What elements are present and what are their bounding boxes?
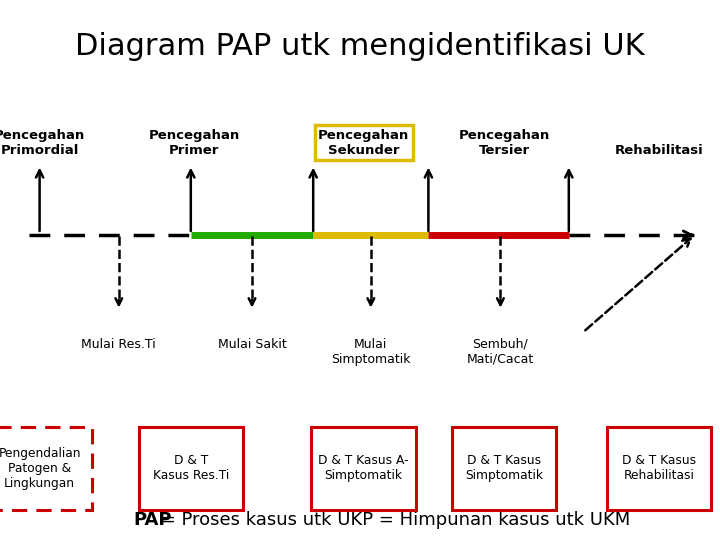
Text: Diagram PAP utk mengidentifikasi UK: Diagram PAP utk mengidentifikasi UK: [75, 32, 645, 62]
Text: Sembuh/
Mati/Cacat: Sembuh/ Mati/Cacat: [467, 338, 534, 366]
Text: Pencegahan
Primordial: Pencegahan Primordial: [0, 129, 85, 157]
Text: D & T Kasus A-
Simptomatik: D & T Kasus A- Simptomatik: [318, 455, 409, 482]
FancyBboxPatch shape: [0, 427, 92, 510]
FancyBboxPatch shape: [311, 427, 416, 510]
Text: Mulai
Simptomatik: Mulai Simptomatik: [331, 338, 410, 366]
Text: = Proses kasus utk UKP = Himpunan kasus utk UKM: = Proses kasus utk UKP = Himpunan kasus …: [155, 511, 630, 529]
FancyBboxPatch shape: [138, 427, 243, 510]
Text: Pencegahan
Primer: Pencegahan Primer: [149, 129, 240, 157]
Text: PAP: PAP: [133, 511, 171, 529]
Text: Mulai Sakit: Mulai Sakit: [217, 338, 287, 350]
Text: Pencegahan
Tersier: Pencegahan Tersier: [459, 129, 549, 157]
Text: D & T Kasus
Simptomatik: D & T Kasus Simptomatik: [465, 455, 543, 482]
FancyBboxPatch shape: [606, 427, 711, 510]
Text: Pencegahan
Sekunder: Pencegahan Sekunder: [318, 129, 409, 157]
Text: Pengendalian
Patogen &
Lingkungan: Pengendalian Patogen & Lingkungan: [0, 447, 81, 490]
Text: D & T
Kasus Res.Ti: D & T Kasus Res.Ti: [153, 455, 229, 482]
Text: Mulai Res.Ti: Mulai Res.Ti: [81, 338, 156, 350]
Text: D & T Kasus
Rehabilitasi: D & T Kasus Rehabilitasi: [622, 455, 696, 482]
Text: Rehabilitasi: Rehabilitasi: [614, 144, 703, 157]
FancyBboxPatch shape: [452, 427, 556, 510]
